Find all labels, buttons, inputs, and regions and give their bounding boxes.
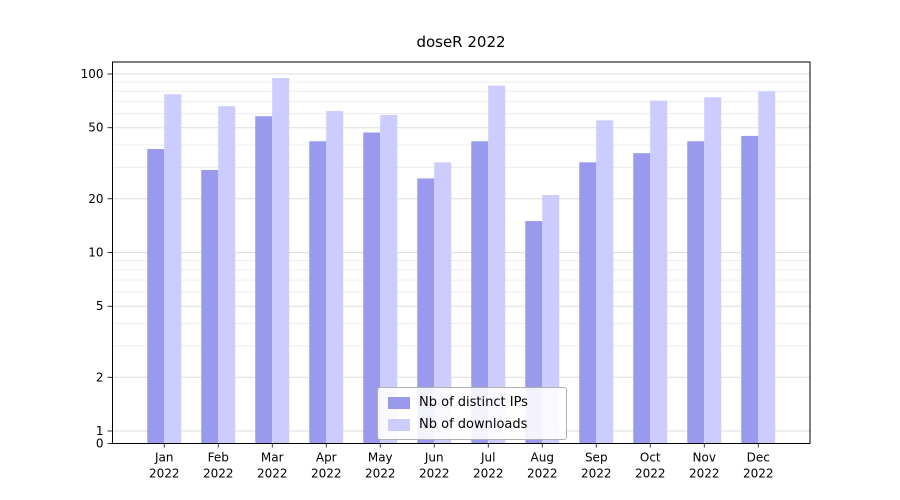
y-tick-label: 20 [88,192,103,206]
legend-label-downloads: Nb of downloads [419,417,528,432]
bar-downloads-oct [650,100,668,444]
legend-swatch-distinct-ips [388,396,410,409]
bar-distinct-ips-jul [471,141,489,444]
x-tick-label-year: 2022 [473,467,504,481]
x-tick-label-month: Apr [316,451,337,465]
x-tick-label-month: Aug [531,451,554,465]
x-tick-label-month: Mar [261,451,284,465]
bar-downloads-jan [164,94,182,444]
y-tick-label: 50 [88,121,103,135]
x-tick-label-year: 2022 [419,467,450,481]
x-tick-label-month: Sep [585,451,608,465]
legend: Nb of distinct IPs Nb of downloads [377,387,567,440]
x-tick-label-month: Jun [424,451,444,465]
bar-downloads-dec [758,91,776,444]
bar-downloads-mar [272,77,290,444]
bar-distinct-ips-oct [633,153,651,444]
y-tick-label: 1 [96,424,104,438]
bar-downloads-jul [488,85,506,444]
x-tick-label-year: 2022 [149,467,180,481]
x-tick-label-year: 2022 [257,467,288,481]
bar-distinct-ips-apr [309,141,327,444]
bar-distinct-ips-jun [417,178,435,444]
bar-distinct-ips-sep [579,162,597,444]
y-tick-label: 100 [81,67,104,81]
legend-swatch-downloads [388,418,410,431]
y-tick-label: 5 [96,299,104,313]
x-tick-label-month: Dec [747,451,770,465]
bar-downloads-feb [218,106,236,444]
bar-downloads-nov [704,97,722,444]
bar-downloads-aug [542,194,560,444]
y-tick-label: 0 [96,437,104,451]
x-tick-label-month: Oct [640,451,661,465]
x-tick-label-year: 2022 [635,467,666,481]
x-tick-label-month: May [368,451,393,465]
x-tick-label-year: 2022 [581,467,612,481]
x-tick-label-month: Nov [693,451,716,465]
bar-distinct-ips-jan [147,149,165,444]
x-tick-label-year: 2022 [527,467,558,481]
x-tick-label-month: Feb [208,451,229,465]
legend-item-downloads: Nb of downloads [388,417,556,432]
legend-label-distinct-ips: Nb of distinct IPs [419,395,528,410]
x-tick-label-year: 2022 [743,467,774,481]
bar-downloads-may [380,114,398,444]
x-tick-label-year: 2022 [311,467,342,481]
bar-distinct-ips-may [363,132,381,444]
x-tick-label-year: 2022 [203,467,234,481]
x-tick-label-year: 2022 [365,467,396,481]
x-tick-label-month: Jan [154,451,174,465]
bar-downloads-sep [596,120,614,444]
bar-downloads-jun [434,162,452,444]
bar-distinct-ips-feb [201,169,219,444]
plot-border [112,61,811,444]
x-tick-label-month: Jul [480,451,495,465]
chart-title: doseR 2022 [416,33,506,51]
bar-distinct-ips-dec [741,135,759,444]
bar-downloads-apr [326,111,344,444]
y-tick-label: 10 [88,246,103,260]
bar-distinct-ips-mar [255,116,273,444]
y-tick-label: 2 [96,370,104,384]
legend-item-distinct-ips: Nb of distinct IPs [388,395,556,410]
x-tick-label-year: 2022 [689,467,720,481]
bar-distinct-ips-nov [687,141,705,444]
